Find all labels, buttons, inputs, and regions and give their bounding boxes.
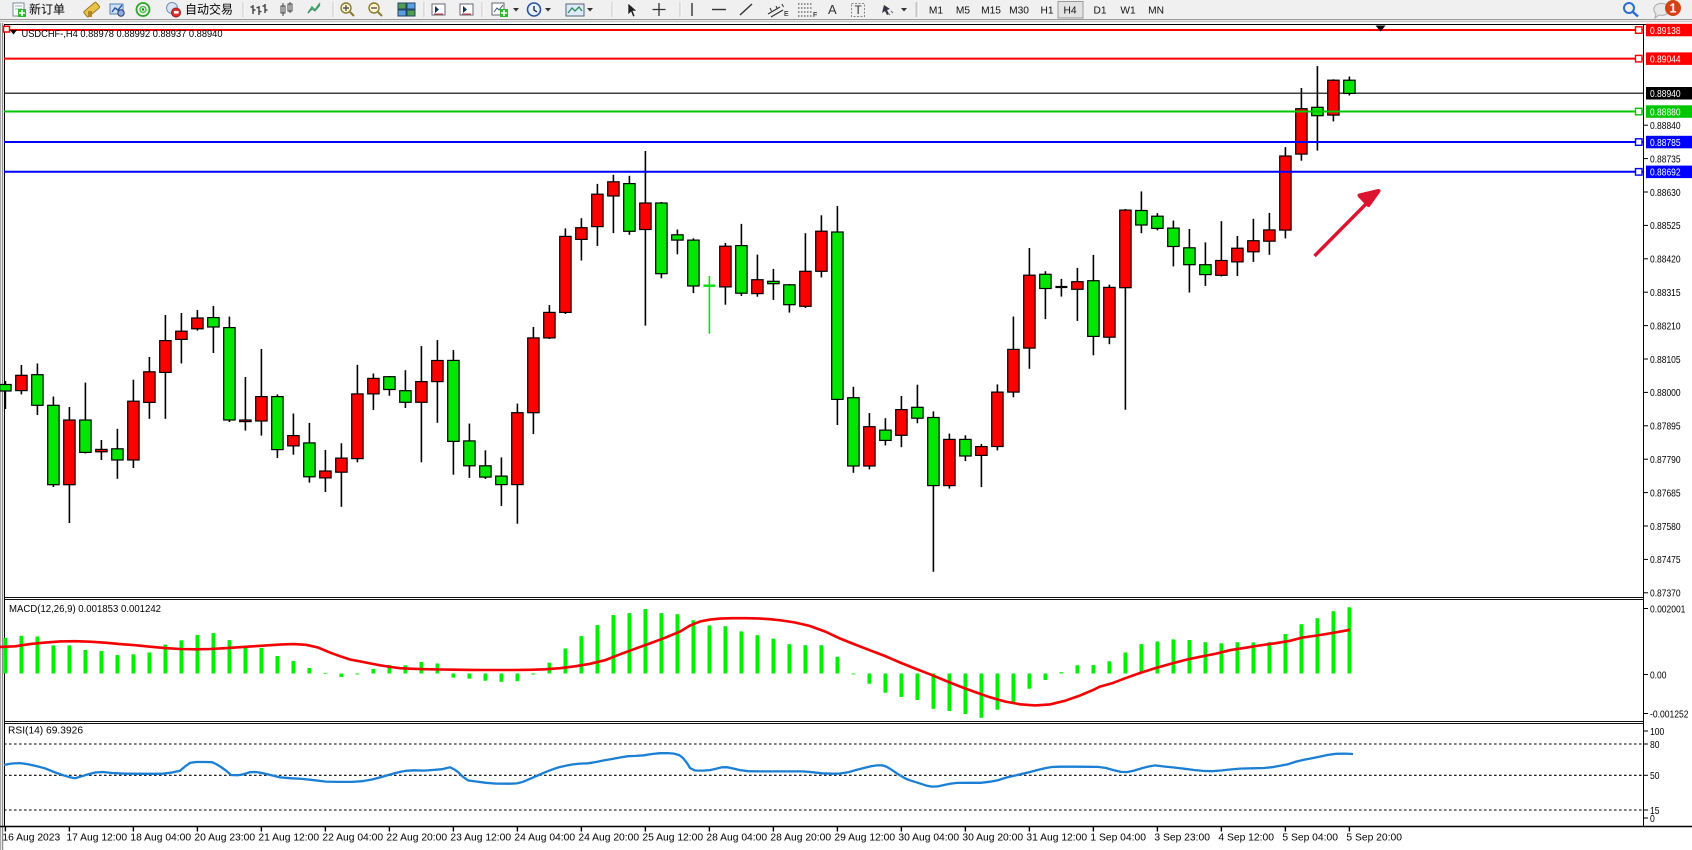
svg-text:29 Aug 12:00: 29 Aug 12:00	[834, 833, 895, 844]
svg-text:22 Aug 04:00: 22 Aug 04:00	[322, 833, 383, 844]
svg-text:0.87895: 0.87895	[1650, 422, 1681, 433]
svg-text:0: 0	[1650, 814, 1655, 825]
svg-text:24 Aug 20:00: 24 Aug 20:00	[578, 833, 639, 844]
svg-text:0.88940: 0.88940	[1650, 89, 1681, 100]
svg-text:28 Aug 20:00: 28 Aug 20:00	[770, 833, 831, 844]
svg-text:0.87790: 0.87790	[1650, 455, 1681, 466]
svg-text:H1: H1	[1040, 6, 1053, 17]
svg-text:80: 80	[1650, 740, 1660, 751]
svg-text:0.00: 0.00	[1650, 670, 1667, 681]
svg-text:0.87580: 0.87580	[1650, 522, 1681, 533]
svg-text:MN: MN	[1148, 6, 1164, 17]
svg-text:-0.001252: -0.001252	[1650, 709, 1689, 720]
svg-text:17 Aug 12:00: 17 Aug 12:00	[66, 833, 127, 844]
svg-text:0.88105: 0.88105	[1650, 355, 1681, 366]
svg-text:15: 15	[1650, 806, 1660, 817]
svg-text:18 Aug 04:00: 18 Aug 04:00	[130, 833, 191, 844]
svg-text:0.88315: 0.88315	[1650, 288, 1681, 299]
svg-text:M1: M1	[929, 6, 943, 17]
svg-text:M30: M30	[1009, 6, 1029, 17]
svg-text:0.89044: 0.89044	[1650, 54, 1681, 65]
svg-text:0.88692: 0.88692	[1650, 168, 1681, 179]
svg-text:0.87475: 0.87475	[1650, 555, 1681, 566]
svg-text:W1: W1	[1120, 6, 1136, 17]
svg-text:22 Aug 20:00: 22 Aug 20:00	[386, 833, 447, 844]
svg-text:0.89138: 0.89138	[1650, 26, 1681, 37]
svg-text:50: 50	[1650, 771, 1660, 782]
svg-text:T: T	[855, 3, 863, 17]
svg-text:0.88735: 0.88735	[1650, 154, 1681, 165]
svg-text:0.87685: 0.87685	[1650, 488, 1681, 499]
svg-text:USDCHF-,H4 0.88978 0.88992 0.: USDCHF-,H4 0.88978 0.88992 0.88937 0.889…	[22, 29, 224, 40]
svg-text:3 Sep 23:00: 3 Sep 23:00	[1154, 833, 1210, 844]
svg-text:M15: M15	[981, 6, 1001, 17]
svg-text:28 Aug 04:00: 28 Aug 04:00	[706, 833, 767, 844]
svg-text:H4: H4	[1063, 6, 1076, 17]
svg-text:4 Sep 12:00: 4 Sep 12:00	[1218, 833, 1274, 844]
svg-text:0.88420: 0.88420	[1650, 255, 1681, 266]
svg-text:1: 1	[1670, 2, 1677, 16]
svg-text:24 Aug 04:00: 24 Aug 04:00	[514, 833, 575, 844]
svg-text:5 Sep 04:00: 5 Sep 04:00	[1282, 833, 1338, 844]
svg-text:A: A	[828, 2, 837, 17]
svg-text:0.87370: 0.87370	[1650, 589, 1681, 600]
svg-text:自动交易: 自动交易	[185, 2, 233, 17]
svg-text:0.88000: 0.88000	[1650, 388, 1681, 399]
svg-text:RSI(14) 69.3926: RSI(14) 69.3926	[8, 726, 84, 737]
svg-text:0.88210: 0.88210	[1650, 321, 1681, 332]
svg-text:31 Aug 12:00: 31 Aug 12:00	[1026, 833, 1087, 844]
svg-text:MACD(12,26,9) 0.001853 0.00124: MACD(12,26,9) 0.001853 0.001242	[9, 604, 161, 615]
svg-text:0.88840: 0.88840	[1650, 121, 1681, 132]
svg-text:1 Sep 04:00: 1 Sep 04:00	[1090, 833, 1146, 844]
svg-text:新订单: 新订单	[29, 2, 65, 17]
svg-text:5 Sep 20:00: 5 Sep 20:00	[1346, 833, 1402, 844]
svg-text:M5: M5	[956, 6, 970, 17]
svg-text:23 Aug 12:00: 23 Aug 12:00	[450, 833, 511, 844]
svg-text:30 Aug 04:00: 30 Aug 04:00	[898, 833, 959, 844]
svg-text:E: E	[784, 11, 789, 18]
svg-text:25 Aug 12:00: 25 Aug 12:00	[642, 833, 703, 844]
svg-text:0.88785: 0.88785	[1650, 138, 1681, 149]
svg-text:16 Aug 2023: 16 Aug 2023	[2, 833, 60, 844]
svg-text:100: 100	[1650, 727, 1664, 738]
svg-text:D1: D1	[1093, 6, 1106, 17]
svg-text:20 Aug 23:00: 20 Aug 23:00	[194, 833, 255, 844]
svg-text:0.88525: 0.88525	[1650, 221, 1681, 232]
svg-text:0.88880: 0.88880	[1650, 107, 1681, 118]
svg-text:21 Aug 12:00: 21 Aug 12:00	[258, 833, 319, 844]
svg-text:30 Aug 20:00: 30 Aug 20:00	[962, 833, 1023, 844]
svg-text:0.88630: 0.88630	[1650, 188, 1681, 199]
svg-text:0.002001: 0.002001	[1650, 604, 1686, 615]
svg-text:F: F	[813, 12, 817, 19]
